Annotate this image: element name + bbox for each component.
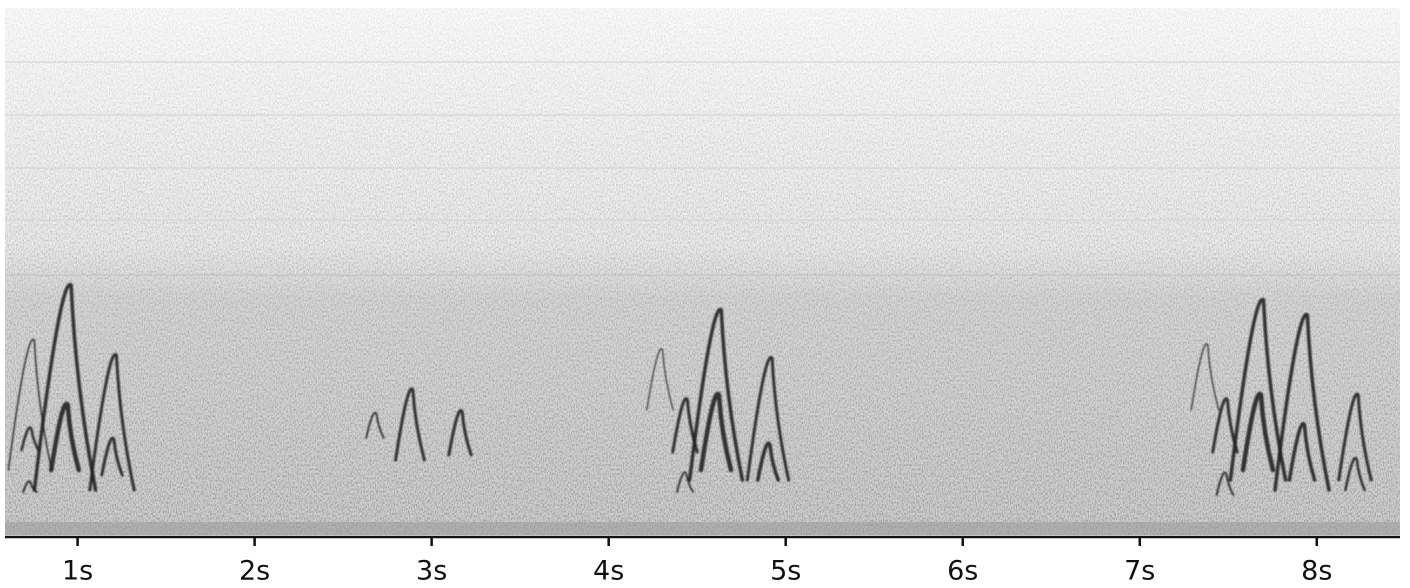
bird-call	[365, 411, 385, 439]
x-tick-label: 1s	[62, 556, 93, 587]
bird-call	[1337, 392, 1373, 482]
bird-call	[48, 401, 82, 473]
bird-call	[32, 282, 98, 492]
bird-call	[745, 355, 791, 482]
x-tick-label: 6s	[947, 556, 978, 587]
x-tick-label: 7s	[1124, 556, 1155, 587]
bird-call	[1344, 456, 1366, 492]
bird-call	[100, 436, 124, 477]
bird-call	[1190, 343, 1220, 411]
bird-call	[687, 307, 745, 482]
bird-call	[1211, 397, 1239, 454]
bird-call	[7, 338, 53, 471]
x-tick-label: 3s	[416, 556, 447, 587]
bird-call	[1273, 312, 1331, 492]
bird-call	[1228, 297, 1288, 482]
bird-call	[646, 348, 674, 411]
x-tick-label: 4s	[593, 556, 624, 587]
bird-call	[671, 397, 699, 454]
bird-call	[22, 480, 38, 493]
bird-call	[1240, 391, 1276, 473]
x-tick-label: 5s	[770, 556, 801, 587]
bird-call	[676, 471, 694, 493]
bird-call	[394, 387, 426, 462]
bird-call	[447, 408, 473, 457]
x-tick-label: 8s	[1301, 556, 1332, 587]
bird-call	[20, 426, 40, 452]
bird-call	[1215, 471, 1235, 496]
bird-call	[756, 441, 780, 482]
spectrogram-image	[5, 8, 1400, 535]
bird-call	[698, 391, 734, 473]
bird-call	[1287, 421, 1317, 482]
x-tick-label: 2s	[239, 556, 270, 587]
bird-call	[88, 352, 136, 492]
